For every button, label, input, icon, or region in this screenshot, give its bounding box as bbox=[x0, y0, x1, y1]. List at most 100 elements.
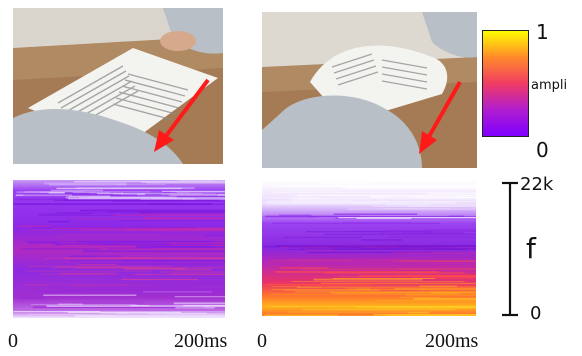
spectrogram-streak bbox=[38, 214, 160, 216]
spectrogram-streak bbox=[17, 225, 51, 228]
spectrogram-streak bbox=[337, 195, 361, 197]
spectrogram-streak bbox=[87, 242, 164, 244]
spectrogram-streak bbox=[321, 282, 476, 284]
spectrogram-streak bbox=[116, 312, 207, 314]
spectrogram-streak bbox=[26, 270, 152, 272]
spectrogram-streak bbox=[295, 291, 332, 293]
spectrogram-right bbox=[262, 180, 476, 316]
spectrogram-streak bbox=[148, 203, 225, 205]
spectrogram-streak bbox=[430, 292, 459, 295]
spectrogram-streak bbox=[32, 306, 204, 308]
spectrogram-streak bbox=[426, 193, 476, 195]
spectrogram-streak bbox=[40, 191, 164, 193]
spectrogram-streak bbox=[393, 260, 476, 262]
spectrogram-streak bbox=[83, 250, 225, 253]
spectrogram-streak bbox=[270, 306, 424, 308]
spectrogram-streak bbox=[166, 250, 225, 252]
spectrogram-streak bbox=[68, 197, 196, 200]
spectrogram-streak bbox=[144, 286, 194, 288]
spectrogram-streak bbox=[280, 267, 329, 269]
spectrogram-streak bbox=[308, 216, 476, 217]
freq-axis-label: f bbox=[526, 232, 536, 265]
spectrogram-streak bbox=[419, 285, 458, 288]
spectrogram-streak bbox=[95, 180, 213, 181]
spectrogram-streak bbox=[96, 192, 124, 195]
spectrogram-streak bbox=[413, 298, 476, 300]
spectrogram-streak bbox=[120, 286, 181, 289]
spectrogram-streak bbox=[430, 276, 476, 278]
spectrogram-streak bbox=[400, 296, 440, 298]
spectrogram-streak bbox=[263, 314, 339, 316]
spectrogram-streak bbox=[35, 290, 82, 293]
spectrogram-streak bbox=[71, 302, 144, 304]
spectrogram-streak bbox=[162, 190, 225, 192]
spectrogram-streak bbox=[279, 214, 312, 217]
colorbar bbox=[482, 30, 529, 137]
spectrogram-streak bbox=[268, 259, 401, 262]
spectrogram-streak bbox=[391, 252, 476, 254]
spectrogram-streak bbox=[65, 196, 177, 199]
spectrogram-streak bbox=[283, 236, 363, 239]
spectrogram-streak bbox=[140, 199, 225, 200]
spectrogram-streak bbox=[400, 231, 434, 233]
spectrogram-left bbox=[13, 180, 225, 318]
spectrogram-streak bbox=[124, 267, 186, 270]
spectrogram-streak bbox=[321, 286, 476, 288]
spectrogram-streak bbox=[173, 302, 225, 305]
spectrogram-streak bbox=[18, 297, 45, 300]
spectrogram-streak bbox=[135, 213, 225, 215]
spectrogram-streak bbox=[332, 278, 436, 279]
spectrogram-streak bbox=[404, 183, 476, 185]
colorbar-max-label: 1 bbox=[536, 20, 549, 44]
spectrogram-streak bbox=[274, 192, 475, 193]
sleeve bbox=[262, 95, 422, 168]
spectrogram-streak bbox=[56, 187, 182, 190]
spectrogram-streak bbox=[387, 230, 476, 232]
spectrogram-streak bbox=[335, 217, 357, 220]
time-right-start: 0 bbox=[257, 330, 267, 352]
spectrogram-streak bbox=[383, 314, 476, 316]
spectrogram-streak bbox=[160, 271, 225, 273]
spectrogram-streak bbox=[64, 311, 225, 313]
spectrogram-streak bbox=[288, 311, 431, 313]
spectrogram-streak bbox=[111, 200, 225, 202]
spectrogram-streak bbox=[100, 312, 128, 314]
spectrogram-streak bbox=[28, 242, 59, 244]
spectrogram-streak bbox=[288, 197, 470, 199]
spectrogram-streak bbox=[16, 276, 225, 277]
spectrogram-streak bbox=[70, 260, 225, 262]
spectrogram-streak bbox=[79, 209, 225, 212]
spectrogram-streak bbox=[394, 288, 476, 290]
time-left-start: 0 bbox=[8, 330, 18, 352]
spectrogram-streak bbox=[341, 186, 476, 189]
spectrogram-streak bbox=[54, 199, 183, 201]
spectrogram-streak bbox=[15, 194, 72, 197]
spectrogram-streak bbox=[400, 307, 476, 309]
spectrogram-streak bbox=[162, 228, 225, 230]
spectrogram-streak bbox=[272, 222, 441, 224]
spectrogram-streak bbox=[68, 195, 111, 197]
spectrogram-streak bbox=[75, 315, 225, 317]
colorbar-gradient bbox=[483, 31, 528, 136]
spectrogram-streak bbox=[141, 181, 225, 183]
spectrogram-streak bbox=[25, 240, 225, 243]
spectrogram-streak bbox=[373, 305, 476, 308]
spectrogram-streak bbox=[172, 268, 212, 271]
spectrogram-streak bbox=[146, 182, 225, 184]
spectrogram-streak bbox=[312, 198, 476, 200]
spectrogram-streak bbox=[72, 192, 111, 194]
paper-sheet bbox=[310, 45, 448, 113]
spectrogram-streak bbox=[346, 187, 476, 190]
sleeve bbox=[13, 108, 183, 164]
spectrogram-streak bbox=[414, 187, 476, 189]
spectrogram-streak bbox=[383, 208, 450, 209]
spectrogram-streak bbox=[57, 303, 84, 305]
colorbar-title: ampli bbox=[531, 78, 568, 93]
spectrogram-streak bbox=[276, 245, 476, 247]
spectrogram-streak bbox=[270, 293, 453, 295]
spectrogram-streak bbox=[280, 190, 340, 192]
spectrogram-streak bbox=[374, 299, 476, 301]
spectrogram-streak bbox=[30, 304, 137, 306]
spectrogram-streak bbox=[91, 315, 116, 318]
spectrogram-streak bbox=[78, 264, 117, 265]
